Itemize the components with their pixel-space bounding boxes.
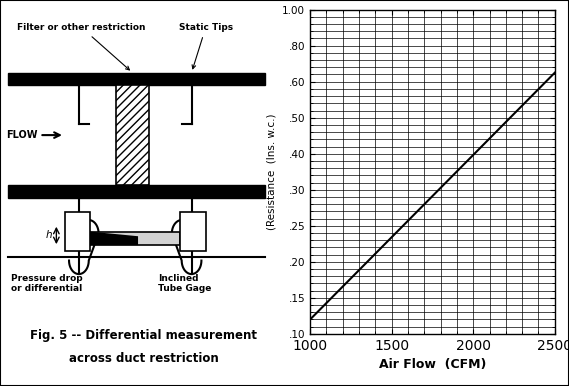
Polygon shape [90,232,138,245]
Bar [9,185,265,198]
Text: Pressure drop
or differential: Pressure drop or differential [11,274,83,293]
Text: Inclined
Tube Gage: Inclined Tube Gage [158,274,211,293]
X-axis label: Air Flow  (CFM): Air Flow (CFM) [379,358,486,371]
Text: Filter or other restriction: Filter or other restriction [18,23,146,70]
Bar [9,73,265,85]
Bar [116,85,149,185]
Polygon shape [90,232,180,245]
Bar [9,85,265,185]
Text: Fig. 5 -- Differential measurement: Fig. 5 -- Differential measurement [30,329,257,342]
Y-axis label: (Resistance  (Ins. w.c.): (Resistance (Ins. w.c.) [267,113,277,230]
Text: across duct restriction: across duct restriction [69,352,218,366]
Bar [65,212,90,251]
Text: Static Tips: Static Tips [179,23,233,69]
Text: FLOW: FLOW [6,130,37,140]
Text: h: h [46,230,52,240]
Bar [180,212,205,251]
